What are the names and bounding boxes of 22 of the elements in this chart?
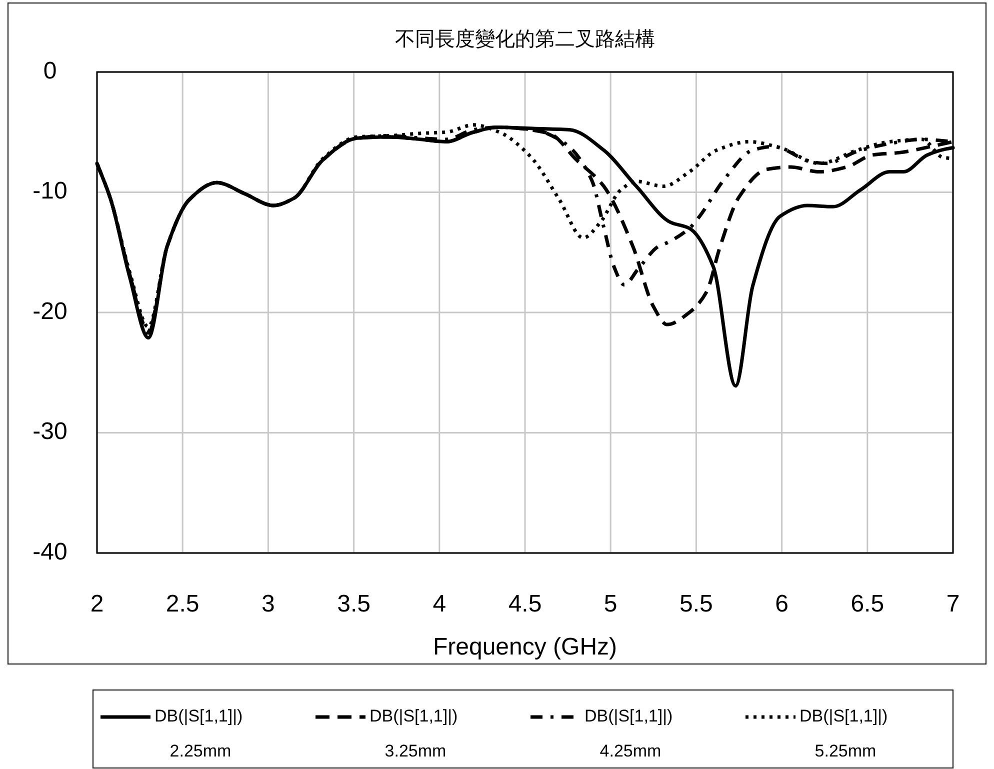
chart-title: 不同長度變化的第二叉路結構: [395, 28, 655, 50]
x-tick-label: 6: [775, 590, 788, 618]
legend-label: DB(|S[1,1]|) 2.25mm: [154, 706, 243, 760]
x-tick-label: 7: [946, 590, 960, 618]
y-tick-label: -40: [32, 538, 68, 566]
y-tick-label: -10: [32, 178, 68, 205]
y-tick-label: -20: [32, 298, 68, 325]
x-tick-label: 3.5: [337, 590, 370, 618]
y-tick-label: 0: [43, 57, 57, 84]
x-tick-label: 2: [90, 590, 104, 618]
legend-label: DB(|S[1,1]|) 3.25mm: [370, 706, 458, 760]
legend-label: DB(|S[1,1]|) 5.25mm: [800, 706, 888, 760]
x-tick-label: 5.5: [680, 590, 713, 618]
x-tick-label: 4: [432, 590, 446, 618]
x-tick-label: 3: [262, 590, 275, 618]
y-tick-label: -30: [32, 418, 68, 446]
legend-label: DB(|S[1,1]|) 4.25mm: [584, 706, 673, 760]
x-tick-label: 4.5: [508, 590, 542, 618]
x-tick-label: 2.5: [166, 590, 200, 618]
x-axis-title: Frequency (GHz): [432, 633, 618, 660]
x-tick-label: 6.5: [850, 590, 884, 618]
x-tick-label: 5: [604, 590, 618, 618]
